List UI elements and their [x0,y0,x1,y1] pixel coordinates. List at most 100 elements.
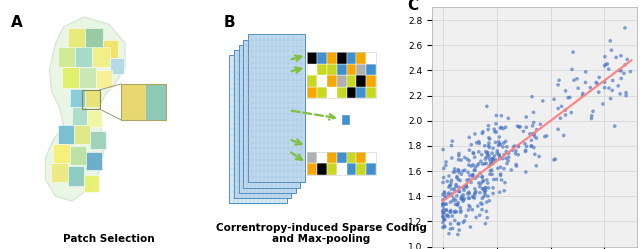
Point [444,232,454,236]
Bar [85,28,102,48]
Point [554,78,564,82]
Bar [97,70,112,88]
Point [480,157,490,161]
Point [481,189,491,193]
Bar [327,163,337,175]
Point [499,153,509,157]
Point [468,151,479,155]
Bar [356,64,366,75]
Point [480,186,490,190]
Point [521,170,531,174]
Point [485,159,495,163]
Point [447,214,458,218]
Point [442,179,452,183]
Point [611,56,621,60]
Point [470,191,480,195]
Point [487,172,497,176]
Bar [317,163,327,175]
Point [458,187,468,190]
Point [580,70,591,74]
Bar [347,152,356,163]
Point [480,222,490,226]
Point [454,228,464,232]
Point [521,115,531,119]
Point [474,181,484,185]
Point [480,193,490,197]
Point [495,155,506,159]
Bar [58,124,74,144]
Point [550,157,561,161]
Point [438,198,448,202]
Point [450,218,460,222]
Point [492,177,502,181]
Point [466,164,476,168]
Point [526,144,536,148]
Point [507,148,517,152]
Point [521,125,531,129]
Bar [82,90,100,109]
Bar [317,75,327,87]
Bar [317,152,327,163]
Point [525,132,535,136]
Point [468,194,478,198]
Bar [337,52,347,64]
Point [465,225,476,229]
Point [438,204,448,208]
Point [561,89,571,93]
Point [587,114,597,118]
Point [621,91,631,95]
Point [600,62,611,66]
Point [438,226,448,230]
Point [456,210,466,214]
Point [463,208,474,212]
Point [446,193,456,197]
Point [625,70,636,74]
Point [447,192,457,196]
Bar [121,84,166,120]
Point [495,143,506,147]
Point [607,88,618,92]
Point [484,154,494,158]
Point [484,141,494,145]
Point [563,96,573,100]
Point [485,172,495,176]
Point [474,140,484,144]
Bar [356,152,366,163]
Point [488,157,498,161]
Point [438,176,449,180]
Bar [243,40,300,188]
Point [445,222,456,226]
Point [471,190,481,194]
Point [456,196,466,200]
Point [527,124,538,128]
Point [483,186,493,190]
Point [445,200,456,204]
Point [445,210,455,214]
Point [477,131,488,135]
Point [480,162,490,166]
Point [504,151,514,155]
Text: B: B [223,15,235,30]
Point [591,80,601,84]
Point [522,144,532,148]
Point [445,183,456,187]
Point [447,156,457,160]
Bar [70,146,86,165]
Point [549,158,559,162]
Point [616,76,627,80]
Point [560,108,570,112]
Point [464,190,474,194]
Point [462,157,472,161]
Point [556,104,566,108]
Point [445,184,455,188]
Point [474,162,484,166]
Point [448,170,458,174]
Point [511,163,521,167]
Point [488,146,498,150]
Point [616,69,627,73]
Bar [307,75,317,87]
Bar [51,163,68,182]
Point [513,144,523,148]
Point [498,145,508,149]
Point [469,168,479,172]
